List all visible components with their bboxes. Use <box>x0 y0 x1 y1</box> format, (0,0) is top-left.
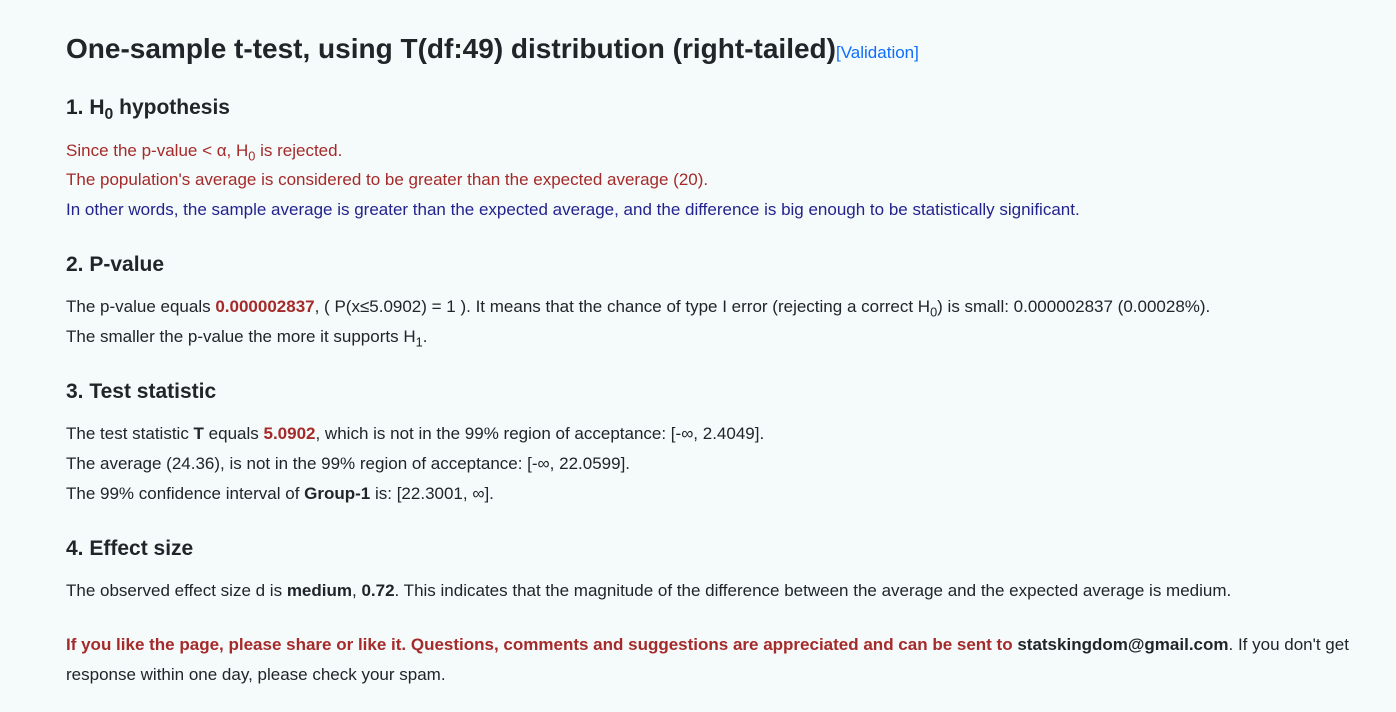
teststat-line2: The average (24.36), is not in the 99% r… <box>66 449 1396 479</box>
pvalue-before: The p-value equals <box>66 297 215 316</box>
effect-medium-label: medium <box>287 581 352 600</box>
section2-heading: 2. P-value <box>66 249 1396 281</box>
results-content: One-sample t-test, using T(df:49) distri… <box>66 28 1396 689</box>
teststat-line1-suffix: , which is not in the 99% region of acce… <box>315 424 764 443</box>
pvalue-line2: The smaller the p-value the more it supp… <box>66 322 1396 352</box>
section-hypothesis: 1. H0 hypothesis Since the p-value < α, … <box>66 92 1396 225</box>
teststat-line3-prefix: The 99% confidence interval of <box>66 484 304 503</box>
h0-heading-prefix: 1. H <box>66 96 105 119</box>
validation-link[interactable]: [Validation] <box>836 43 919 62</box>
pvalue-line2-suffix: . <box>423 327 428 346</box>
teststat-line1: The test statistic T equals 5.0902, whic… <box>66 419 1396 449</box>
teststat-group-label: Group-1 <box>304 484 370 503</box>
hypothesis-rejected-line: Since the p-value < α, H0 is rejected. <box>66 136 1396 166</box>
share-text: If you like the page, please share or li… <box>66 630 1396 690</box>
effect-before-medium: The observed effect size d is <box>66 581 287 600</box>
h0-heading-sub: 0 <box>105 106 114 123</box>
teststat-T-label: T <box>194 424 204 443</box>
teststat-before-T: The test statistic <box>66 424 194 443</box>
section4-heading: 4. Effect size <box>66 533 1396 565</box>
effect-value: 0.72 <box>361 581 394 600</box>
h0-heading-suffix: hypothesis <box>113 96 230 119</box>
pvalue-after: , ( P(x≤5.0902) = 1 ). It means that the… <box>315 297 930 316</box>
teststat-line3: The 99% confidence interval of Group-1 i… <box>66 479 1396 509</box>
section1-heading: 1. H0 hypothesis <box>66 92 1396 124</box>
effect-after: . This indicates that the magnitude of t… <box>395 581 1232 600</box>
share-bold-red: If you like the page, please share or li… <box>66 635 1017 654</box>
pvalue-line2-prefix: The smaller the p-value the more it supp… <box>66 327 416 346</box>
h0-line1-suffix: is rejected. <box>255 141 342 160</box>
pvalue-after-h0: ) is small: 0.000002837 (0.00028%). <box>937 297 1210 316</box>
page-title: One-sample t-test, using T(df:49) distri… <box>66 33 836 64</box>
teststat-line3-suffix: is: [22.3001, ∞]. <box>370 484 494 503</box>
teststat-after-T: equals <box>204 424 264 443</box>
interpretation-line: In other words, the sample average is gr… <box>66 195 1396 225</box>
effect-size-line: The observed effect size d is medium, 0.… <box>66 576 1396 606</box>
title-row: One-sample t-test, using T(df:49) distri… <box>66 28 1396 70</box>
section3-heading: 3. Test statistic <box>66 376 1396 408</box>
h0-line1-prefix: Since the p-value < α, H <box>66 141 248 160</box>
pvalue-line2-sub: 1 <box>416 334 423 349</box>
population-average-line: The population's average is considered t… <box>66 165 1396 195</box>
pvalue-value: 0.000002837 <box>215 297 314 316</box>
section-pvalue: 2. P-value The p-value equals 0.00000283… <box>66 249 1396 352</box>
share-email: statskingdom@gmail.com <box>1017 635 1228 654</box>
section-effect-size: 4. Effect size The observed effect size … <box>66 533 1396 606</box>
section-test-statistic: 3. Test statistic The test statistic T e… <box>66 376 1396 509</box>
teststat-T-value: 5.0902 <box>263 424 315 443</box>
pvalue-line1: The p-value equals 0.000002837, ( P(x≤5.… <box>66 292 1396 322</box>
